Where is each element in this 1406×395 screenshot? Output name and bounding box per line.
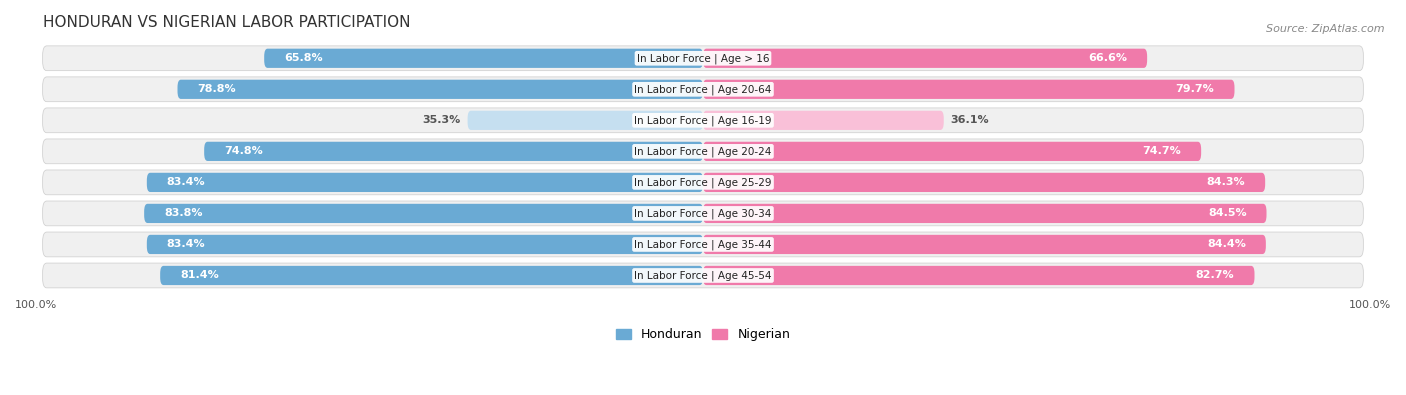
FancyBboxPatch shape: [703, 80, 1234, 99]
Text: 84.4%: 84.4%: [1206, 239, 1246, 249]
FancyBboxPatch shape: [703, 111, 943, 130]
Text: HONDURAN VS NIGERIAN LABOR PARTICIPATION: HONDURAN VS NIGERIAN LABOR PARTICIPATION: [42, 15, 411, 30]
Text: 81.4%: 81.4%: [180, 271, 219, 280]
Text: 74.8%: 74.8%: [224, 147, 263, 156]
Text: 78.8%: 78.8%: [197, 84, 236, 94]
Text: 84.3%: 84.3%: [1206, 177, 1246, 187]
Text: 65.8%: 65.8%: [284, 53, 323, 63]
FancyBboxPatch shape: [146, 173, 703, 192]
Text: 82.7%: 82.7%: [1197, 271, 1234, 280]
FancyBboxPatch shape: [703, 204, 1267, 223]
FancyBboxPatch shape: [703, 142, 1201, 161]
FancyBboxPatch shape: [146, 235, 703, 254]
FancyBboxPatch shape: [703, 266, 1254, 285]
Text: 36.1%: 36.1%: [950, 115, 988, 125]
FancyBboxPatch shape: [42, 263, 1364, 288]
FancyBboxPatch shape: [42, 139, 1364, 164]
Text: 83.8%: 83.8%: [165, 209, 202, 218]
Text: 79.7%: 79.7%: [1175, 84, 1215, 94]
FancyBboxPatch shape: [160, 266, 703, 285]
Text: In Labor Force | Age 35-44: In Labor Force | Age 35-44: [634, 239, 772, 250]
Text: In Labor Force | Age > 16: In Labor Force | Age > 16: [637, 53, 769, 64]
Text: In Labor Force | Age 45-54: In Labor Force | Age 45-54: [634, 270, 772, 281]
FancyBboxPatch shape: [42, 170, 1364, 195]
Text: 83.4%: 83.4%: [167, 239, 205, 249]
Text: 84.5%: 84.5%: [1208, 209, 1247, 218]
Text: In Labor Force | Age 20-64: In Labor Force | Age 20-64: [634, 84, 772, 94]
FancyBboxPatch shape: [468, 111, 703, 130]
FancyBboxPatch shape: [42, 46, 1364, 71]
Legend: Honduran, Nigerian: Honduran, Nigerian: [610, 323, 796, 346]
Text: 66.6%: 66.6%: [1088, 53, 1128, 63]
FancyBboxPatch shape: [177, 80, 703, 99]
Text: In Labor Force | Age 20-24: In Labor Force | Age 20-24: [634, 146, 772, 156]
Text: 83.4%: 83.4%: [167, 177, 205, 187]
Text: Source: ZipAtlas.com: Source: ZipAtlas.com: [1267, 24, 1385, 34]
Text: In Labor Force | Age 16-19: In Labor Force | Age 16-19: [634, 115, 772, 126]
Text: In Labor Force | Age 30-34: In Labor Force | Age 30-34: [634, 208, 772, 219]
FancyBboxPatch shape: [703, 49, 1147, 68]
FancyBboxPatch shape: [703, 173, 1265, 192]
FancyBboxPatch shape: [204, 142, 703, 161]
Text: 35.3%: 35.3%: [423, 115, 461, 125]
FancyBboxPatch shape: [42, 232, 1364, 257]
Text: 74.7%: 74.7%: [1143, 147, 1181, 156]
Text: In Labor Force | Age 25-29: In Labor Force | Age 25-29: [634, 177, 772, 188]
FancyBboxPatch shape: [42, 77, 1364, 102]
FancyBboxPatch shape: [42, 108, 1364, 133]
FancyBboxPatch shape: [42, 201, 1364, 226]
FancyBboxPatch shape: [703, 235, 1265, 254]
FancyBboxPatch shape: [145, 204, 703, 223]
FancyBboxPatch shape: [264, 49, 703, 68]
